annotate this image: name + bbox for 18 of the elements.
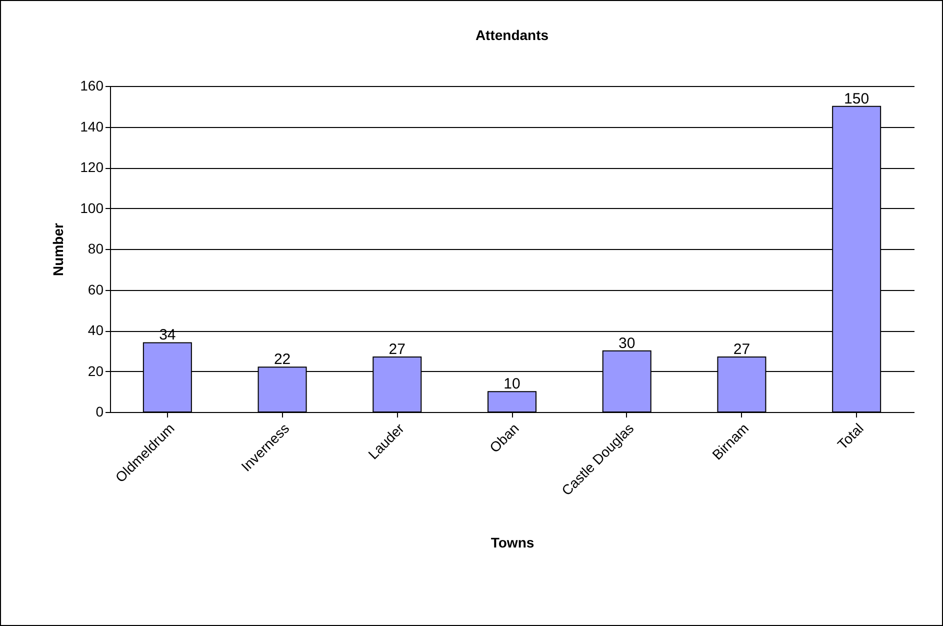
data-label: 30 (618, 334, 636, 352)
y-tick-label: 40 (88, 322, 104, 338)
y-tick-label: 0 (96, 404, 104, 420)
y-tick-label: 100 (80, 200, 104, 216)
y-tick-label: 60 (88, 281, 104, 298)
data-label: 150 (844, 90, 870, 108)
y-tick-label: 140 (80, 118, 104, 134)
y-tick-label: 120 (80, 159, 104, 175)
data-label: 22 (274, 351, 291, 368)
y-axis-title: Number (50, 222, 66, 276)
x-axis-title: Towns (490, 534, 534, 551)
data-label: 27 (388, 340, 406, 358)
chart-title: Attendants (475, 27, 549, 43)
y-tick-label: 80 (88, 240, 104, 256)
data-label: 10 (504, 376, 520, 393)
data-label: 27 (733, 340, 750, 358)
y-tick-label: 20 (88, 362, 104, 379)
y-tick-label: 160 (80, 78, 104, 94)
